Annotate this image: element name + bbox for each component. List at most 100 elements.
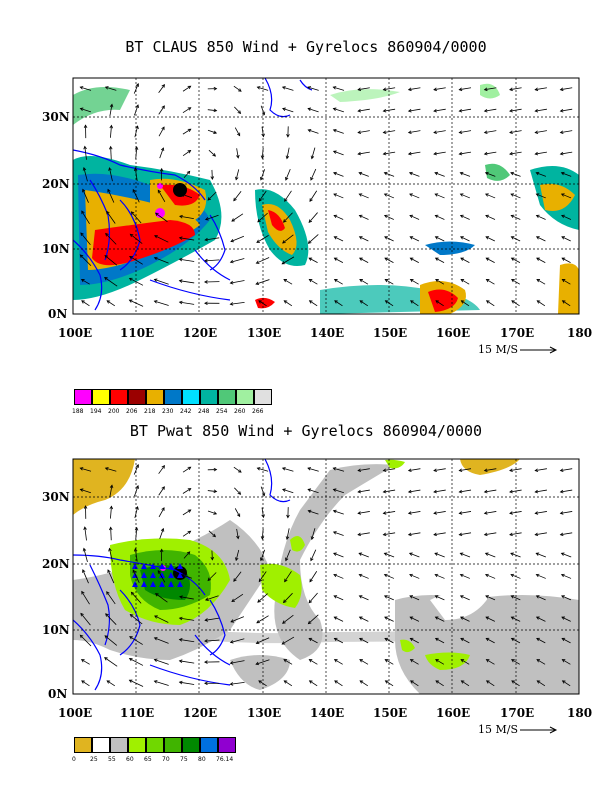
wind-vector-head <box>256 619 260 624</box>
wind-vector <box>234 106 241 114</box>
wind-vector-head <box>357 489 362 494</box>
wind-vector <box>410 279 419 285</box>
wind-vector-head <box>459 214 464 219</box>
wind-vector-head <box>434 573 439 578</box>
wind-vector-head <box>357 151 362 156</box>
wind-vector-head <box>154 212 159 217</box>
wind-vector <box>536 659 546 665</box>
wind-vector-head <box>483 532 488 537</box>
wind-vector-head <box>233 197 237 202</box>
wind-vector-head <box>260 536 265 540</box>
wind-vector <box>485 172 496 177</box>
wind-vector <box>359 616 369 622</box>
wind-vector-head <box>310 176 314 181</box>
wind-vector <box>410 257 419 263</box>
wind-vector <box>84 146 87 160</box>
wind-vector <box>106 211 116 224</box>
wind-vector <box>359 574 369 579</box>
wind-vector-head <box>236 535 240 540</box>
wind-vector <box>84 527 87 541</box>
wind-vector <box>207 510 217 515</box>
wind-vector <box>333 172 344 177</box>
wind-vector <box>80 634 92 647</box>
wind-vector-head <box>483 489 488 494</box>
wind-vector <box>408 130 421 134</box>
panel2-colorbar-label: 60 <box>126 756 134 763</box>
wind-vector-head <box>104 657 108 661</box>
wind-vector <box>535 151 547 155</box>
panel2-colorbar-swatch <box>128 737 146 753</box>
wind-vector-head <box>559 151 564 156</box>
wind-vector-head <box>307 86 312 90</box>
wind-vector <box>561 616 571 622</box>
wind-vector <box>484 151 497 155</box>
wind-vector <box>283 659 293 665</box>
wind-vector-head <box>105 232 109 237</box>
wind-vector <box>283 279 293 285</box>
wind-vector-head <box>510 214 515 219</box>
wind-vector-head <box>187 107 192 111</box>
wind-vector <box>309 279 318 285</box>
wind-vector-head <box>106 210 110 215</box>
wind-vector-head <box>235 557 239 562</box>
wind-vector <box>536 595 546 601</box>
panel1-colorbar-label: 230 <box>162 408 174 415</box>
wind-vector <box>234 508 241 517</box>
wind-vector-head <box>358 214 363 219</box>
wind-vector-head <box>407 151 412 156</box>
wind-vector-head <box>104 86 109 90</box>
wind-vector <box>80 613 91 626</box>
wind-vector <box>260 486 265 496</box>
wind-vector <box>461 680 470 687</box>
wind-vector-head <box>384 637 389 642</box>
wind-vector <box>562 680 571 687</box>
wind-vector <box>459 87 472 91</box>
wind-vector <box>511 616 521 622</box>
wind-vector-head <box>310 557 314 562</box>
wind-vector-head <box>333 552 337 556</box>
wind-vector <box>408 489 421 493</box>
wind-vector <box>384 172 395 177</box>
wind-vector <box>334 637 344 644</box>
wind-vector <box>359 300 369 307</box>
wind-vector-head <box>310 155 315 160</box>
wind-vector <box>435 595 445 601</box>
wind-vector-head <box>307 620 312 625</box>
wind-vector-head <box>435 279 439 283</box>
wind-vector <box>182 85 191 92</box>
wind-vector <box>536 616 546 622</box>
wind-vector-head <box>283 300 288 304</box>
wind-vector-head <box>212 153 216 157</box>
wind-vector-head <box>258 197 263 202</box>
wind-vector-head <box>154 615 158 619</box>
wind-vector-head <box>135 463 140 468</box>
wind-vector-head <box>435 300 440 304</box>
panel1-coastlines <box>73 78 313 311</box>
wind-vector-head <box>383 214 388 219</box>
wind-vector <box>561 552 572 558</box>
wind-vector <box>80 489 91 494</box>
wind-vector-head <box>229 259 234 264</box>
wind-vector <box>257 86 269 91</box>
wind-vector <box>158 465 165 474</box>
wind-vector <box>333 595 344 601</box>
wind-vector-head <box>560 193 565 197</box>
wind-vector <box>459 468 472 472</box>
wind-vector-head <box>132 188 136 193</box>
wind-vector <box>310 549 317 561</box>
wind-vector-head <box>409 659 414 663</box>
wind-vector-head <box>561 595 565 599</box>
panel1-colorbar-swatch <box>200 389 218 405</box>
panel1-colorbar-swatch <box>236 389 254 405</box>
panel1-xtick-170e: 170E <box>500 326 535 340</box>
wind-vector <box>134 506 139 519</box>
wind-vector <box>433 108 446 112</box>
wind-vector <box>536 574 546 579</box>
wind-vector <box>383 130 396 134</box>
wind-vector <box>179 215 194 220</box>
wind-vector-head <box>160 147 165 152</box>
wind-vector <box>110 146 112 160</box>
wind-vector <box>561 574 572 579</box>
wind-vector <box>409 172 420 177</box>
